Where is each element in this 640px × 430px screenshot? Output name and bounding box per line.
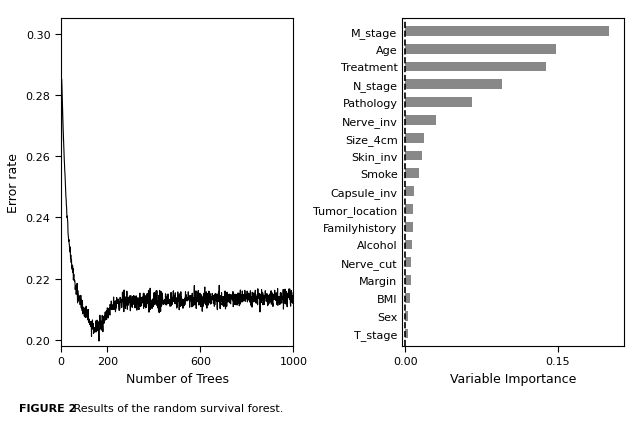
Bar xyxy=(406,116,436,126)
Y-axis label: Error rate: Error rate xyxy=(7,153,20,212)
Bar xyxy=(406,27,609,37)
Bar xyxy=(406,169,419,179)
X-axis label: Variable Importance: Variable Importance xyxy=(450,372,577,385)
Bar xyxy=(406,187,413,197)
Bar xyxy=(406,151,422,161)
Bar xyxy=(406,311,408,321)
Bar xyxy=(406,276,411,286)
Text: Results of the random survival forest.: Results of the random survival forest. xyxy=(63,403,283,413)
Bar xyxy=(406,293,410,303)
Bar xyxy=(406,329,408,338)
Bar xyxy=(406,98,472,108)
Bar xyxy=(406,258,411,267)
Bar xyxy=(406,240,412,250)
Bar xyxy=(406,205,413,214)
Bar xyxy=(406,133,424,143)
Bar xyxy=(406,62,546,72)
Bar xyxy=(406,222,413,232)
Bar xyxy=(406,45,556,55)
X-axis label: Number of Trees: Number of Trees xyxy=(125,372,228,385)
Text: FIGURE 2: FIGURE 2 xyxy=(19,403,77,413)
Bar xyxy=(406,80,502,90)
